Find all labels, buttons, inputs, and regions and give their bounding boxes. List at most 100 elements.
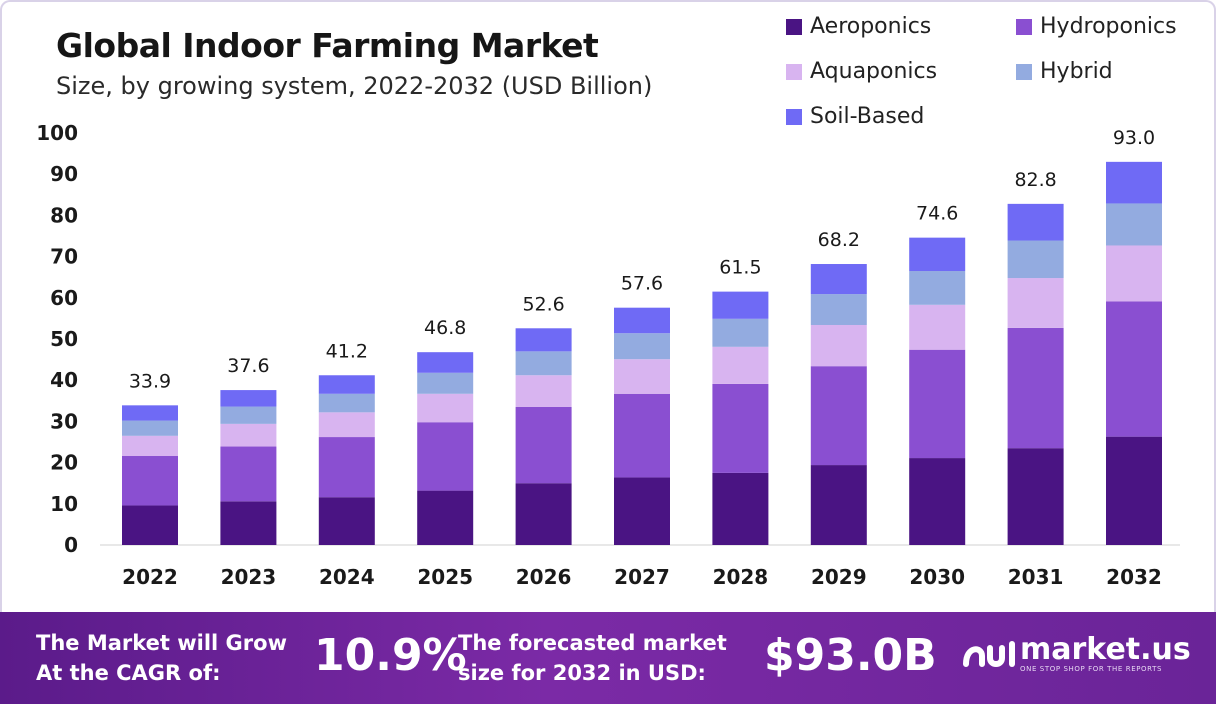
legend-swatch-aquaponics [786,63,802,80]
forecast-label-line2: size for 2032 in USD: [458,661,706,685]
total-data-label: 68.2 [818,229,860,251]
forecast-label: The forecasted market size for 2032 in U… [458,628,727,688]
bar-segment-aeroponics [909,458,966,545]
legend-label: Hybrid [1040,59,1113,84]
bar-segment-aquaponics [515,375,572,407]
total-data-label: 46.8 [424,317,466,339]
bar-segment-aeroponics [122,505,178,545]
x-tick-label: 2025 [417,565,473,589]
brand-text-block: market.us ONE STOP SHOP FOR THE REPORTS [1020,632,1191,674]
chart-title: Global Indoor Farming Market [56,26,599,65]
y-tick-label: 60 [50,286,78,310]
bar-segment-hydroponics [909,349,966,459]
bar-segment-soil-based [318,375,375,394]
bar-segment-aquaponics [417,393,474,423]
total-data-label: 33.9 [129,370,171,392]
legend-label: Aquaponics [810,59,938,84]
y-tick-label: 70 [50,245,78,269]
bar-segment-soil-based [417,352,474,373]
bar-segment-hybrid [810,294,867,325]
legend-item-aeroponics: Aeroponics [786,14,931,39]
brand-tagline: ONE STOP SHOP FOR THE REPORTS [1020,665,1163,673]
bar-segment-soil-based [909,237,966,272]
bar-segment-hybrid [614,333,670,360]
legend-swatch-hydroponics [1016,18,1032,35]
bar-segment-hydroponics [318,437,375,498]
bar-segment-soil-based [1007,203,1064,241]
stacked-bar-chart: 010203040506070809010033.9202237.6202341… [36,121,1180,589]
bar-segment-hybrid [318,393,375,413]
bar-segment-aquaponics [318,412,375,438]
bar-segment-hydroponics [220,446,277,502]
bar-segment-hybrid [712,318,769,347]
x-tick-label: 2030 [909,565,965,589]
cagr-value: 10.9% [314,630,467,681]
y-tick-label: 100 [36,121,78,145]
bar-segment-hybrid [909,271,966,305]
bar-segment-hydroponics [417,422,474,491]
bar-segment-hybrid [1106,203,1162,246]
legend-swatch-aeroponics [786,18,802,35]
bar-segment-aeroponics [1106,436,1162,545]
cagr-label-line1: The Market will Grow [36,631,287,655]
total-data-label: 57.6 [621,273,663,295]
y-tick-label: 80 [50,203,78,227]
bar-segment-hybrid [515,351,572,376]
bar-segment-hydroponics [712,383,769,473]
footer-banner: The Market will Grow At the CAGR of: 10.… [0,612,1216,704]
brand-name: market.us [1020,632,1191,667]
bar-segment-aquaponics [220,423,277,447]
x-tick-label: 2023 [221,565,277,589]
x-tick-label: 2029 [811,565,867,589]
x-tick-label: 2027 [614,565,670,589]
y-tick-label: 90 [50,162,78,186]
y-tick-label: 50 [50,327,78,351]
brand-mark-icon [963,641,1015,667]
bar-segment-aeroponics [318,497,375,545]
bar-segment-hydroponics [614,393,670,478]
bar-segment-soil-based [515,328,572,352]
bar-segment-hydroponics [1106,301,1162,437]
x-tick-label: 2026 [516,565,572,589]
bar-segment-aeroponics [515,483,572,545]
bar-segment-hydroponics [515,406,572,484]
x-tick-label: 2032 [1106,565,1162,589]
bar-segment-aeroponics [810,465,867,545]
bar-segment-soil-based [810,264,867,295]
bar-segment-hybrid [122,420,178,436]
total-data-label: 74.6 [916,203,958,225]
bar-segment-hydroponics [810,366,867,466]
total-data-label: 82.8 [1014,169,1056,191]
y-tick-label: 40 [50,368,78,392]
legend-label: Soil-Based [810,104,925,129]
bar-segment-aeroponics [417,490,474,545]
y-tick-label: 20 [50,451,78,475]
bar-segment-soil-based [122,405,178,421]
total-data-label: 41.2 [326,340,368,362]
x-tick-label: 2031 [1008,565,1064,589]
bar-segment-hydroponics [1007,327,1064,449]
x-tick-label: 2022 [122,565,178,589]
bar-segment-aquaponics [909,304,966,350]
bar-segment-aquaponics [712,346,769,384]
forecast-value: $93.0B [764,630,937,681]
bar-segment-aeroponics [1007,448,1064,545]
legend-item-hydroponics: Hydroponics [1016,14,1177,39]
chart-frame [0,0,1216,614]
total-data-label: 37.6 [227,355,269,377]
bar-segment-aeroponics [220,501,277,545]
cagr-label-line2: At the CAGR of: [36,661,221,685]
y-tick-label: 30 [50,409,78,433]
y-tick-label: 0 [64,533,78,557]
legend-item-soil-based: Soil-Based [786,104,924,129]
legend-label: Hydroponics [1040,14,1177,39]
total-data-label: 52.6 [522,293,564,315]
total-data-label: 93.0 [1113,127,1155,149]
legend-swatch-hybrid [1016,63,1032,80]
bar-segment-aquaponics [122,435,178,457]
bar-segment-soil-based [712,291,769,319]
bar-segment-soil-based [614,307,670,334]
bar-segment-hydroponics [122,456,178,506]
legend-item-aquaponics: Aquaponics [786,59,937,84]
bar-segment-soil-based [220,390,277,407]
